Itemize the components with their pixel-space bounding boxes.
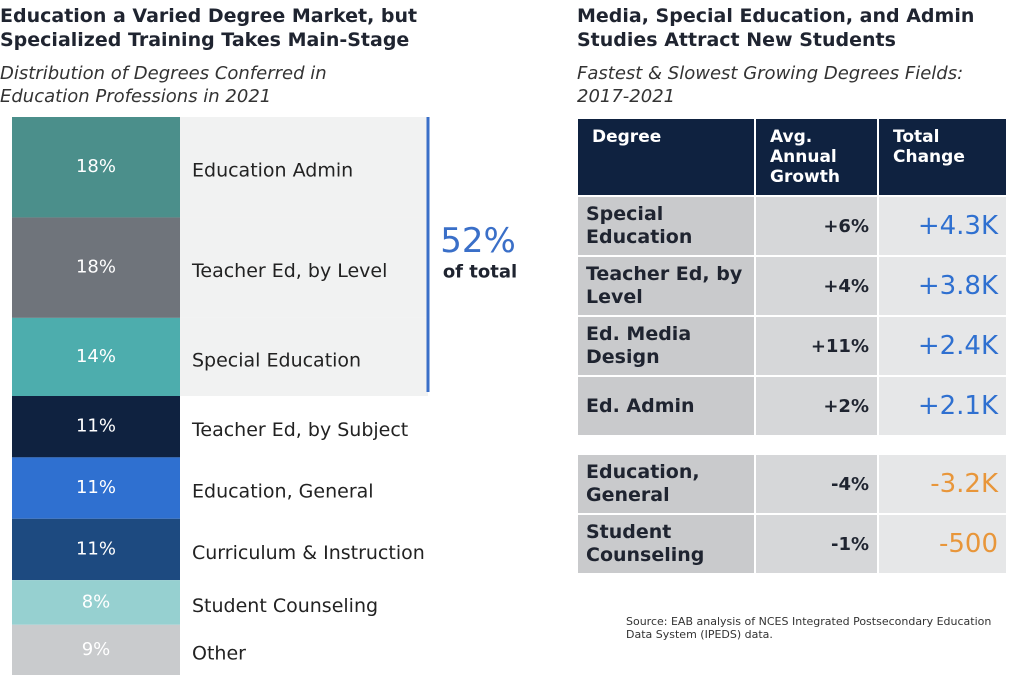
category-label: Curriculum & Instruction	[192, 542, 425, 564]
segment	[12, 580, 180, 625]
change-cell: +2.1K	[879, 377, 1008, 435]
segment	[12, 317, 180, 396]
change-cell: +3.8K	[879, 257, 1008, 315]
segment	[12, 217, 180, 318]
table-title: Media, Special Education, and Admin Stud…	[577, 5, 975, 51]
growth-table: Degree Avg. Annual Growth Total Change Spec…	[578, 117, 1008, 575]
degree-cell: Special Education	[578, 197, 756, 255]
chart: 18% Education Admin 18% Teacher Ed, by Leve…	[12, 117, 517, 675]
highlight-note: of total	[443, 262, 517, 283]
category-label: Student Counseling	[192, 595, 378, 617]
segment	[12, 457, 180, 519]
table-row: Teacher Ed, by Level +4% +3.8K	[578, 257, 1008, 315]
degree-cell: Teacher Ed, by Level	[578, 257, 756, 315]
degree-cell: Education, General	[578, 455, 756, 513]
segment-label: 14%	[76, 346, 116, 367]
header-cell: Avg. Annual Growth	[756, 119, 879, 195]
segment-label: 9%	[82, 639, 111, 660]
header-cell: Degree	[578, 119, 756, 195]
table-row: Special Education +6% +4.3K	[578, 197, 1008, 255]
change-cell: +2.4K	[879, 317, 1008, 375]
degree-cell: Student Counseling	[578, 515, 756, 573]
change-cell: -500	[879, 515, 1008, 573]
gap-cell	[578, 437, 756, 453]
table-row: Ed. Admin +2% +2.1K	[578, 377, 1008, 435]
highlight-label: 52%	[440, 221, 516, 261]
category-label: Teacher Ed, by Level	[191, 260, 387, 282]
table-row: Student Counseling -1% -500	[578, 515, 1008, 573]
segment	[12, 518, 180, 581]
source-note: Source: EAB analysis of NCES Integrated …	[626, 615, 992, 641]
segment-label: 11%	[76, 416, 116, 437]
category-label: Special Education	[192, 349, 361, 371]
segment-label: 11%	[76, 538, 116, 559]
category-label: Education Admin	[192, 160, 353, 182]
header-cell: Total Change	[879, 119, 1008, 195]
table-row: Ed. Media Design +11% +2.4K	[578, 317, 1008, 375]
group-gap	[578, 437, 1008, 453]
segment	[12, 624, 180, 675]
highlight-band	[180, 117, 428, 218]
growth-cell: -1%	[756, 515, 879, 573]
segment	[12, 117, 180, 218]
growth-cell: +11%	[756, 317, 879, 375]
segment-label: 11%	[76, 477, 116, 498]
segment-label: 8%	[82, 591, 111, 612]
chart-title: Education a Varied Degree Market, but Sp…	[0, 5, 418, 51]
table-subtitle: Fastest & Slowest Growing Degrees Fields…	[577, 63, 964, 107]
segment-label: 18%	[76, 156, 116, 177]
category-label: Teacher Ed, by Subject	[191, 419, 408, 441]
degree-cell: Ed. Media Design	[578, 317, 756, 375]
chart-subtitle: Distribution of Degrees Conferred in Edu…	[0, 63, 327, 107]
segment-label: 18%	[76, 257, 116, 278]
gap-cell	[879, 437, 1008, 453]
gap-cell	[756, 437, 879, 453]
growth-cell: +2%	[756, 377, 879, 435]
header-row: Degree Avg. Annual Growth Total Change	[578, 119, 1008, 195]
segment	[12, 396, 180, 458]
growth-cell: +6%	[756, 197, 879, 255]
growth-cell: -4%	[756, 455, 879, 513]
category-label: Other	[192, 642, 246, 664]
change-cell: +4.3K	[879, 197, 1008, 255]
degree-cell: Ed. Admin	[578, 377, 756, 435]
category-label: Education, General	[192, 481, 374, 503]
highlight-band	[180, 217, 428, 318]
change-cell: -3.2K	[879, 455, 1008, 513]
table-row: Education, General -4% -3.2K	[578, 455, 1008, 513]
highlight-band	[180, 317, 428, 396]
growth-cell: +4%	[756, 257, 879, 315]
